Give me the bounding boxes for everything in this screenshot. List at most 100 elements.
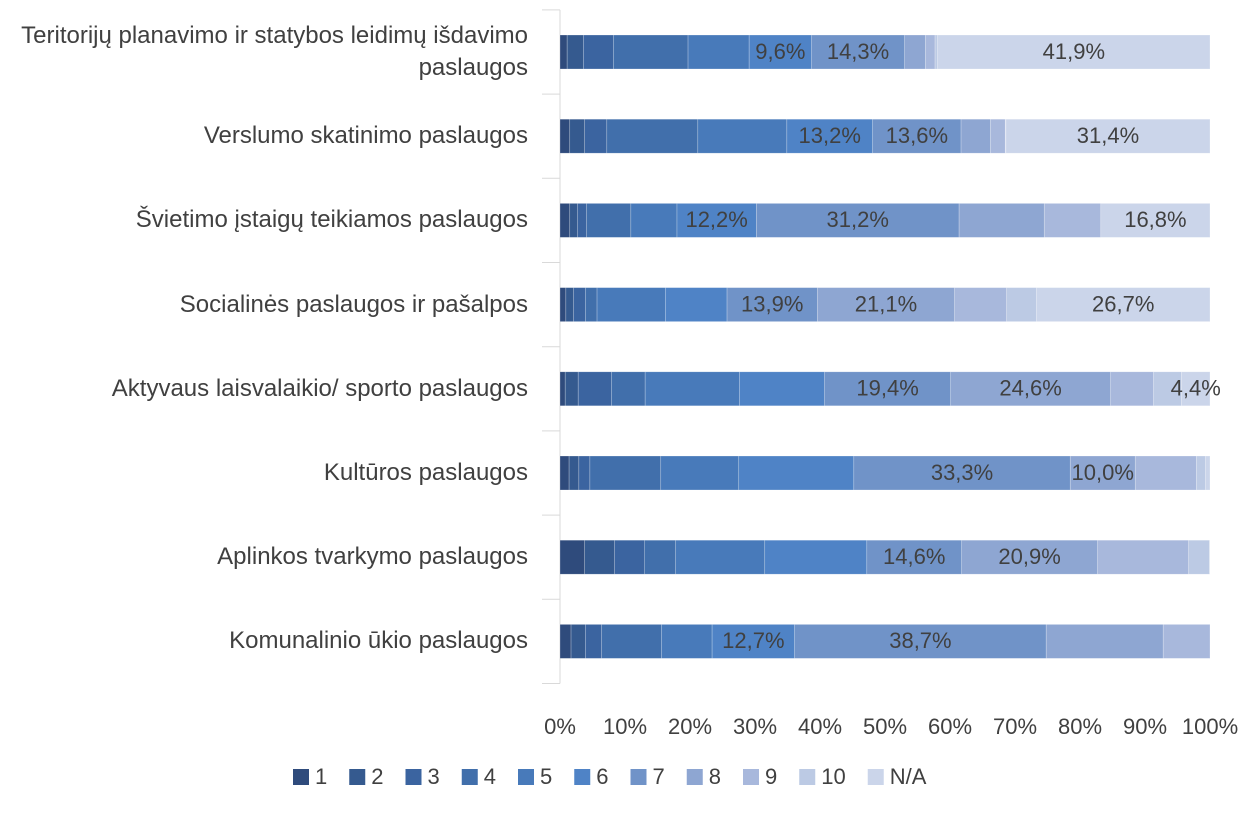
bar-segment bbox=[569, 118, 585, 154]
bar-segment bbox=[824, 371, 951, 407]
data-label: 21,1% bbox=[855, 291, 917, 316]
bar-segment bbox=[660, 455, 740, 491]
bar-segment bbox=[904, 34, 926, 70]
bar-segment bbox=[630, 203, 678, 238]
bar-segment bbox=[950, 371, 1111, 407]
bar-segment bbox=[577, 371, 612, 407]
bar-segment bbox=[1097, 539, 1189, 575]
bar-segment bbox=[934, 34, 938, 70]
legend-label: 8 bbox=[709, 764, 721, 789]
category-label: Socialinės paslaugos ir pašalpos bbox=[179, 290, 528, 318]
data-label: 33,3% bbox=[931, 460, 993, 485]
legend-swatch bbox=[349, 769, 366, 785]
x-tick-label: 100% bbox=[1182, 714, 1238, 739]
bar-segment bbox=[1005, 118, 1211, 154]
x-tick-label: 10% bbox=[603, 714, 647, 739]
bar-segment bbox=[1162, 624, 1211, 659]
bar-segment bbox=[1110, 371, 1154, 407]
bar-segment bbox=[755, 203, 960, 238]
bar-segment bbox=[596, 287, 666, 322]
bar-segment bbox=[559, 371, 566, 407]
x-tick-label: 20% bbox=[668, 714, 712, 739]
bar-segment bbox=[569, 203, 578, 238]
bar-segment bbox=[739, 371, 825, 407]
bar-segment bbox=[726, 287, 818, 322]
data-label: 19,4% bbox=[856, 376, 918, 401]
bar-segment bbox=[614, 539, 645, 575]
x-tick-label: 0% bbox=[544, 714, 576, 739]
bar-segment bbox=[960, 118, 991, 154]
bar-segment bbox=[559, 455, 570, 491]
bar-segment bbox=[1153, 371, 1182, 407]
data-label: 13,9% bbox=[741, 291, 803, 316]
legend-label: 9 bbox=[765, 764, 777, 789]
bar-segment bbox=[786, 118, 873, 154]
bar-segment bbox=[711, 624, 795, 659]
bar-segment bbox=[644, 371, 740, 407]
category-label: Verslumo skatinimo paslaugos bbox=[203, 122, 528, 150]
bar-segment bbox=[853, 455, 1071, 491]
legend-swatch bbox=[686, 769, 703, 785]
bar-segment bbox=[559, 624, 572, 659]
data-label: 14,3% bbox=[827, 39, 889, 64]
bar-segment bbox=[1069, 455, 1136, 491]
bar-segment bbox=[1006, 287, 1037, 322]
bar-segment bbox=[611, 371, 646, 407]
bar-segment bbox=[585, 287, 598, 322]
bar-segment bbox=[1188, 539, 1210, 575]
bar-segment bbox=[570, 624, 586, 659]
legend-swatch bbox=[518, 769, 534, 785]
data-label: 41,9% bbox=[1043, 39, 1105, 64]
legend-label: 2 bbox=[371, 764, 383, 789]
bar-segment bbox=[675, 539, 766, 575]
bar-segment bbox=[872, 118, 962, 154]
bar-segment bbox=[568, 455, 580, 491]
category-label: Kultūros paslaugos bbox=[323, 459, 528, 486]
bar-segment bbox=[564, 371, 579, 407]
legend-label: 5 bbox=[540, 764, 552, 789]
bar-segment bbox=[1181, 371, 1211, 407]
bar-segment bbox=[601, 624, 662, 659]
category-label: Teritorijų planavimo ir statybos leidimų… bbox=[21, 22, 528, 81]
bar-segment bbox=[566, 34, 584, 70]
x-tick-label: 90% bbox=[1123, 714, 1167, 739]
bar-segment bbox=[612, 34, 689, 70]
data-label: 20,9% bbox=[998, 544, 1060, 569]
bar-segment bbox=[687, 34, 750, 70]
data-label: 24,6% bbox=[999, 376, 1061, 401]
bar-segment bbox=[559, 118, 571, 154]
bar-segment bbox=[1045, 624, 1164, 659]
legend-swatch bbox=[293, 769, 309, 785]
bar-segment bbox=[606, 118, 699, 154]
legend-label: 3 bbox=[428, 764, 440, 789]
legend-swatch bbox=[461, 769, 478, 785]
bar-segment bbox=[764, 539, 868, 575]
bar-segment bbox=[661, 624, 713, 659]
bar-segment bbox=[584, 539, 615, 575]
data-label: 13,2% bbox=[799, 123, 861, 148]
bar-segment bbox=[738, 455, 855, 491]
bar-segment bbox=[1043, 203, 1102, 238]
legend-label: 6 bbox=[596, 764, 608, 789]
bar-segment bbox=[1209, 539, 1211, 575]
legend-label: 4 bbox=[484, 764, 496, 789]
x-tick-label: 60% bbox=[928, 714, 972, 739]
category-label: Komunalinio ūkio paslaugos bbox=[229, 627, 528, 655]
bar-segment bbox=[1100, 203, 1211, 238]
bar-segment bbox=[961, 539, 1098, 575]
bar-segment bbox=[958, 203, 1045, 238]
data-label: 10,0% bbox=[1072, 460, 1134, 485]
legend-label: N/A bbox=[890, 764, 927, 789]
bar-segment bbox=[589, 455, 662, 491]
data-label: 14,6% bbox=[883, 544, 945, 569]
data-label: 12,2% bbox=[685, 207, 747, 232]
bar-segment bbox=[676, 203, 757, 238]
bar-segment bbox=[817, 287, 955, 322]
x-tick-label: 40% bbox=[798, 714, 842, 739]
bar-segment bbox=[989, 118, 1006, 154]
legend-label: 7 bbox=[653, 764, 665, 789]
category-label: Švietimo įstaigų teikiamos paslaugos bbox=[135, 206, 528, 234]
bar-segment bbox=[811, 34, 905, 70]
